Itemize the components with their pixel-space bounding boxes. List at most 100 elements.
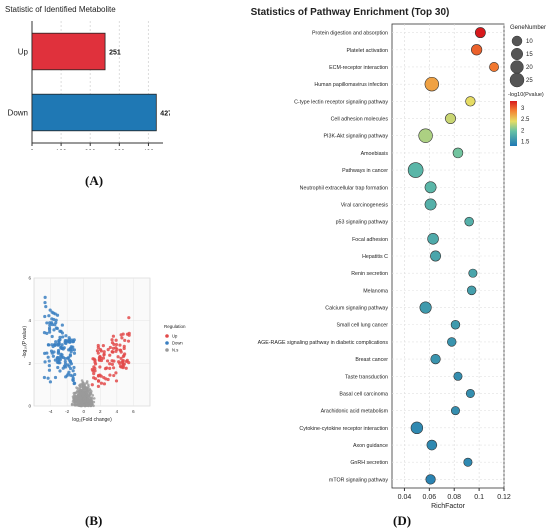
chart-d-pathway-label: mTOR signaling pathway (329, 477, 388, 483)
chart-d-pathway-label: p53 signaling pathway (336, 220, 389, 226)
chart-b-point-up (119, 348, 123, 352)
chart-b-point-up (114, 349, 118, 353)
chart-d-bubble (424, 76, 440, 92)
chart-b-point-ns (74, 396, 78, 400)
chart-b-point-down (51, 354, 55, 358)
chart-a-tick-label: 200 (85, 149, 96, 150)
chart-d-bubble (489, 62, 499, 72)
chart-a-category-label: Up (18, 48, 29, 57)
chart-b-tick-label: 4 (116, 409, 119, 414)
chart-b-point-down (71, 369, 75, 373)
chart-b-point-down (43, 295, 47, 300)
chart-d-bubble (430, 250, 442, 262)
chart-b-point-ns (70, 403, 74, 407)
chart-d-bubble (426, 439, 438, 451)
chart-b-point-up (98, 355, 102, 359)
chart-b-point-up (108, 353, 112, 357)
chart-d-pathway-label: Axon guidance (353, 443, 388, 449)
chart-b-point-up (116, 355, 120, 359)
chart-b-point-ns (77, 400, 80, 404)
chart-b-point-up (124, 359, 129, 364)
chart-b-point-down (55, 342, 60, 346)
chart-b-point-up (114, 346, 118, 350)
chart-b-point-ns (88, 401, 92, 405)
chart-b-legend-swatch (165, 348, 169, 352)
chart-b-point-up (101, 344, 105, 348)
chart-b-point-up (119, 333, 123, 337)
chart-b-point-up (104, 377, 108, 381)
chart-a-title: Statistic of Identified Metabolite (5, 5, 116, 14)
chart-b-point-down (46, 355, 50, 359)
chart-d-bubble (450, 320, 461, 330)
chart-b-point-up (108, 373, 112, 377)
chart-d-bubble (468, 268, 478, 278)
chart-b-point-down (61, 366, 65, 370)
chart-b-point-down (43, 360, 47, 364)
chart-b-point-up (112, 373, 116, 378)
chart-b-point-down (48, 323, 52, 327)
chart-d-bubble (427, 233, 439, 245)
chart-b-point-down (52, 317, 56, 322)
chart-d-pathway-label: Cytokine-cytokine receptor interaction (299, 426, 388, 432)
chart-d-pathway-label: Focal adhesion (352, 237, 388, 243)
chart-b-point-down (55, 360, 60, 364)
chart-b-point-ns (82, 403, 86, 407)
chart-d-color-legend-tick: 2.5 (521, 117, 530, 123)
chart-b-point-ns (92, 397, 96, 400)
chart-b-point-ns (88, 393, 92, 396)
chart-b-point-up (123, 338, 127, 342)
chart-b-point-down (58, 369, 62, 373)
chart-a-tick-label: 400 (143, 149, 154, 150)
chart-b-tick-label: 2 (28, 361, 31, 366)
chart-b-point-ns (73, 391, 77, 395)
chart-b-point-down (57, 357, 61, 361)
chart-b-point-down (43, 351, 47, 355)
panel-label-d: (D) (393, 513, 412, 528)
chart-b-legend-swatch (165, 334, 169, 338)
chart-b-volcano-plot: -4 -2 0 2 4 6 0 2 4 6 log₂(Fold change) -log₁₀(P va… (22, 276, 186, 424)
chart-b-point-down (47, 359, 51, 363)
chart-b-point-down (63, 340, 67, 345)
chart-d-tick-label: 0.06 (423, 494, 437, 501)
chart-b-point-up (121, 360, 125, 364)
chart-b-legend-swatch (165, 341, 169, 345)
chart-b-point-down (67, 340, 72, 344)
chart-b-point-up (119, 365, 123, 369)
chart-b-point-down (73, 372, 77, 377)
chart-b-point-up (96, 373, 101, 378)
chart-b-point-up (102, 382, 107, 386)
chart-b-point-ns (82, 386, 86, 389)
chart-b-point-ns (90, 399, 94, 403)
chart-a-bar-up (31, 32, 106, 71)
chart-d-bubble (463, 457, 473, 467)
chart-b-point-up (96, 345, 100, 350)
chart-a-category-label: Down (8, 109, 28, 118)
chart-d-size-legend-label: 10 (526, 39, 533, 45)
chart-b-tick-label: -4 (49, 409, 53, 414)
chart-b-point-down (42, 331, 47, 335)
chart-b-point-up (114, 371, 118, 375)
chart-b-point-up (99, 381, 104, 385)
chart-d-pathway-label: Platelet activation (346, 48, 388, 54)
chart-b-point-up (108, 345, 112, 350)
chart-b-point-ns (71, 400, 75, 403)
chart-d-pathway-label: Pathways in cancer (342, 168, 388, 174)
chart-b-point-up (105, 359, 110, 363)
chart-d-bubble (465, 388, 475, 398)
chart-b-point-up (108, 362, 112, 366)
chart-b-point-ns (81, 390, 84, 394)
chart-b-point-down (63, 359, 67, 364)
chart-b-point-ns (77, 390, 81, 393)
chart-b-point-down (54, 318, 58, 322)
chart-b-y-label: -log₁₀(P value) (22, 326, 28, 358)
chart-b-point-up (124, 366, 128, 370)
chart-b-point-down (61, 347, 65, 351)
chart-b-point-down (45, 321, 49, 325)
chart-b-point-down (51, 344, 55, 349)
chart-d-bubble (410, 421, 424, 435)
chart-d-bubble (424, 198, 437, 211)
chart-b-point-up (111, 366, 116, 370)
chart-b-point-up (92, 376, 96, 380)
chart-b-point-down (48, 330, 52, 334)
chart-d-pathway-label: GnRH secretion (350, 460, 388, 466)
